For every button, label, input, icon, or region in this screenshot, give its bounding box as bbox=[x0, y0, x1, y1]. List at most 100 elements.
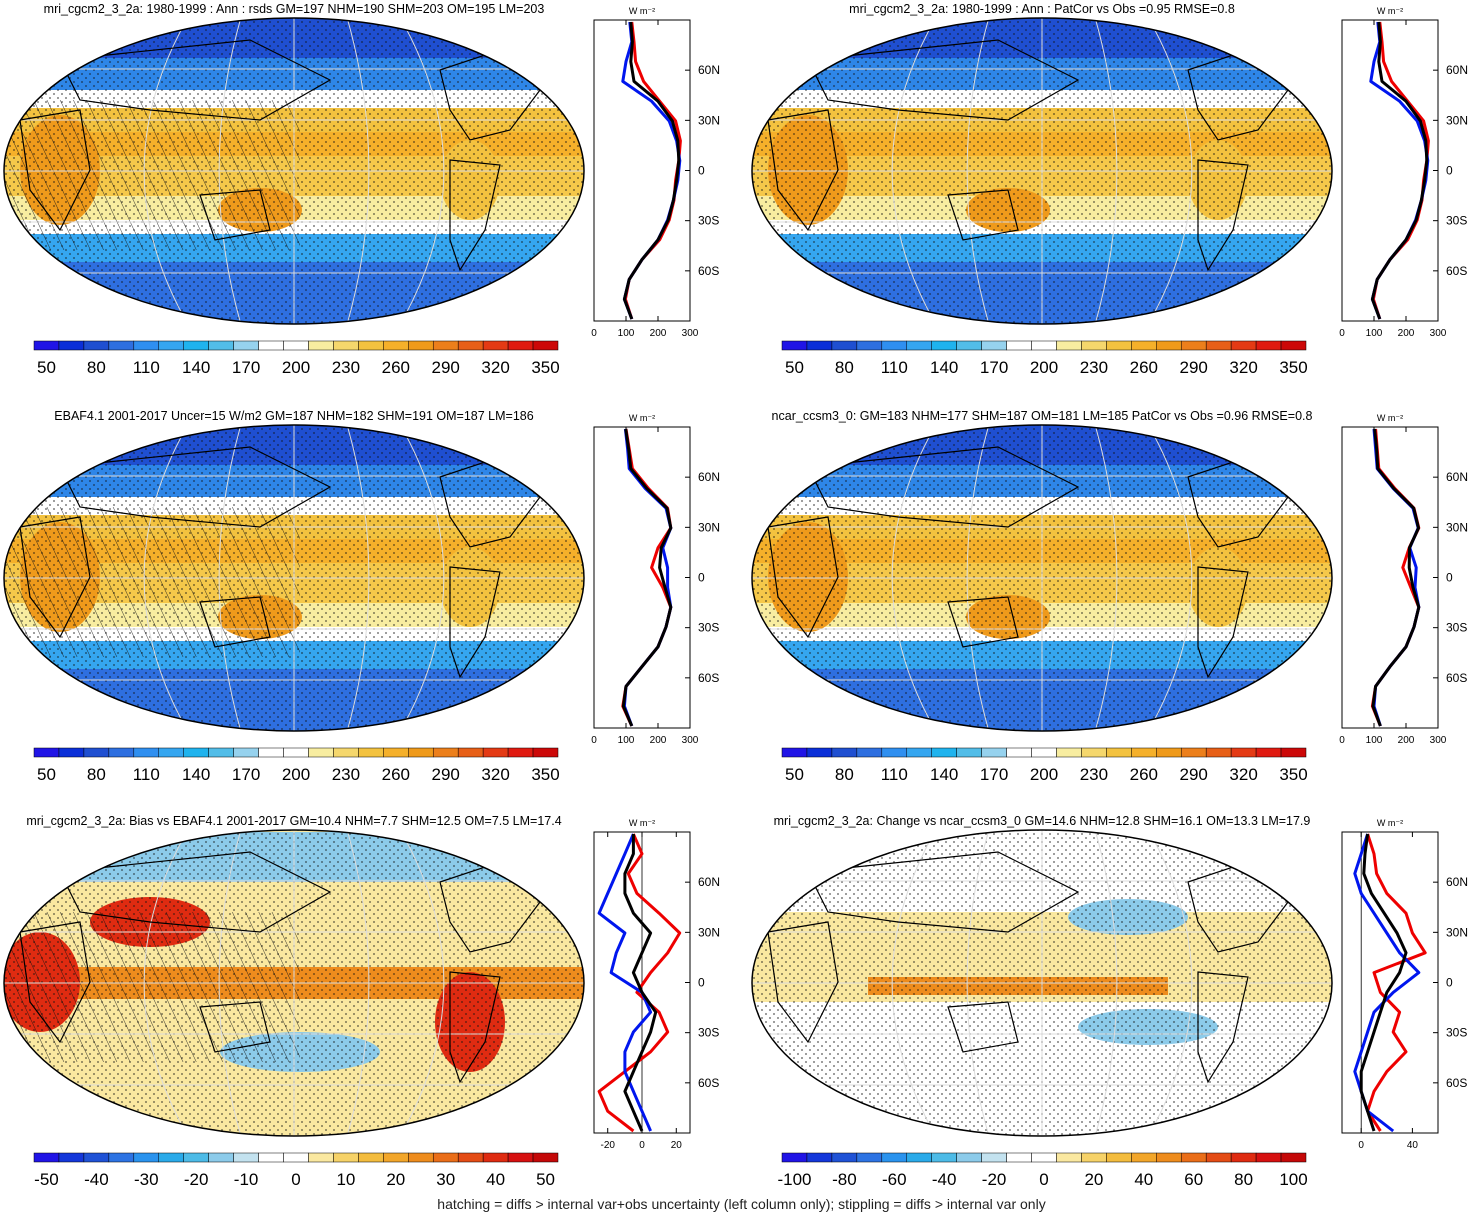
colorbar-swatch bbox=[333, 747, 359, 758]
graticule-line bbox=[891, 425, 937, 731]
map-area bbox=[4, 830, 584, 1136]
coastline bbox=[199, 1001, 271, 1053]
colorbar-swatch bbox=[158, 340, 184, 351]
colorbar-swatch bbox=[208, 747, 234, 758]
colorbar-label: 100 bbox=[1279, 1170, 1307, 1189]
colorbar-label: 20 bbox=[386, 1170, 405, 1189]
graticule-line bbox=[346, 18, 370, 324]
coastline bbox=[1197, 971, 1249, 1084]
colorbar-swatch bbox=[1106, 1152, 1132, 1163]
colorbar-label: -30 bbox=[134, 1170, 159, 1189]
coastline bbox=[767, 921, 839, 1044]
colorbar-label: 200 bbox=[282, 765, 310, 784]
profile-unit: W m⁻² bbox=[629, 6, 655, 16]
colorbar-swatch bbox=[1255, 340, 1282, 351]
profile-lat-label: 60N bbox=[698, 875, 720, 889]
panel-title: mri_cgcm2_3_2a: Bias vs EBAF4.1 2001-201… bbox=[26, 814, 561, 828]
colorbar-swatch bbox=[333, 1152, 359, 1163]
colorbar-swatch bbox=[457, 747, 484, 758]
colorbar-swatch bbox=[1180, 340, 1207, 351]
colorbar-swatch bbox=[133, 747, 160, 758]
colorbar-swatch bbox=[831, 340, 858, 351]
colorbar-swatch bbox=[532, 1152, 559, 1163]
graticule-line bbox=[218, 830, 242, 1136]
profile-frame bbox=[1341, 426, 1439, 729]
colorbar-swatch bbox=[1031, 747, 1057, 758]
colorbar-swatch bbox=[383, 340, 409, 351]
colorbar-label: 200 bbox=[282, 358, 310, 377]
colorbar-swatch bbox=[981, 747, 1007, 758]
panel-title: mri_cgcm2_3_2a: 1980-1999 : Ann : PatCor… bbox=[849, 2, 1235, 16]
graticule-line bbox=[399, 425, 445, 731]
graticule-line bbox=[346, 830, 370, 1136]
profile-x-label: 200 bbox=[650, 735, 667, 746]
colorbar-label: 200 bbox=[1030, 765, 1058, 784]
colorbar-label: 30 bbox=[436, 1170, 455, 1189]
panel-title: ncar_ccsm3_0: GM=183 NHM=177 SHM=187 OM=… bbox=[772, 409, 1313, 423]
colorbar-swatch bbox=[856, 340, 883, 351]
colorbar-swatch bbox=[806, 1152, 833, 1163]
colorbar-swatch bbox=[58, 1152, 85, 1163]
colorbar-swatch bbox=[831, 747, 858, 758]
profile-lat-label: 30N bbox=[1446, 520, 1468, 534]
graticule-line bbox=[1094, 425, 1118, 731]
colorbar-swatch bbox=[283, 1152, 309, 1163]
colorbar-swatch bbox=[283, 340, 309, 351]
colorbar-swatch bbox=[1056, 340, 1082, 351]
colorbar-swatch bbox=[158, 747, 184, 758]
colorbar-label: 230 bbox=[1080, 765, 1108, 784]
colorbar-label: -20 bbox=[184, 1170, 209, 1189]
colorbar-label: -20 bbox=[982, 1170, 1007, 1189]
profile-x-label: 300 bbox=[682, 735, 699, 746]
graticule-line bbox=[218, 425, 242, 731]
profile-lat-label: 30S bbox=[1446, 1026, 1467, 1040]
colorbar-label: 20 bbox=[1084, 1170, 1103, 1189]
profile-lat-label: 0 bbox=[698, 571, 705, 585]
colorbar-swatch bbox=[432, 340, 459, 351]
panel-e: mri_cgcm2_3_2a: Bias vs EBAF4.1 2001-201… bbox=[3, 814, 720, 1189]
colorbar-swatch bbox=[408, 340, 434, 351]
profile-x-label: 200 bbox=[650, 328, 667, 339]
colorbar-label: 260 bbox=[1130, 765, 1158, 784]
coastline bbox=[767, 109, 839, 232]
colorbar-swatch bbox=[58, 747, 85, 758]
colorbar-swatch bbox=[1131, 747, 1157, 758]
colorbar-swatch bbox=[233, 340, 259, 351]
colorbar-swatch bbox=[233, 1152, 259, 1163]
coastline bbox=[807, 851, 1080, 933]
graticule-line bbox=[966, 830, 990, 1136]
colorbar-swatch bbox=[956, 1152, 982, 1163]
graticule-line bbox=[1094, 830, 1118, 1136]
colorbar-swatch bbox=[208, 1152, 234, 1163]
colorbar-swatch bbox=[83, 1152, 110, 1163]
colorbar-label: 10 bbox=[336, 1170, 355, 1189]
colorbar-swatch bbox=[881, 747, 908, 758]
graticule-line bbox=[218, 18, 242, 324]
profile-x-label: 300 bbox=[1430, 735, 1447, 746]
colorbar-label: 230 bbox=[332, 358, 360, 377]
coastline bbox=[807, 39, 1080, 121]
graticule-line bbox=[1147, 425, 1193, 731]
profile-unit: W m⁻² bbox=[629, 818, 655, 828]
colorbar-swatch bbox=[856, 747, 883, 758]
colorbar-swatch bbox=[1280, 340, 1307, 351]
profile-lat-label: 0 bbox=[698, 976, 705, 990]
profile-frame bbox=[1341, 19, 1439, 322]
colorbar-swatch bbox=[781, 340, 808, 351]
profile-lat-label: 60S bbox=[698, 264, 719, 278]
profile-lat-label: 30N bbox=[1446, 113, 1468, 127]
coastline bbox=[807, 446, 1080, 528]
panel-a: mri_cgcm2_3_2a: 1980-1999 : Ann : rsds G… bbox=[3, 2, 720, 377]
profile-mean-line bbox=[1371, 428, 1421, 727]
profile-x-label: 0 bbox=[1339, 735, 1345, 746]
graticule-line bbox=[891, 18, 937, 324]
profile-model-line bbox=[597, 833, 682, 1133]
colorbar-label: 80 bbox=[87, 765, 106, 784]
colorbar-label: 50 bbox=[536, 1170, 555, 1189]
coastline bbox=[59, 39, 332, 121]
profile-mean-line bbox=[622, 21, 681, 320]
colorbar-swatch bbox=[806, 747, 833, 758]
map-outline bbox=[3, 424, 585, 732]
colorbar-swatch bbox=[208, 340, 234, 351]
colorbar-swatch bbox=[408, 1152, 434, 1163]
